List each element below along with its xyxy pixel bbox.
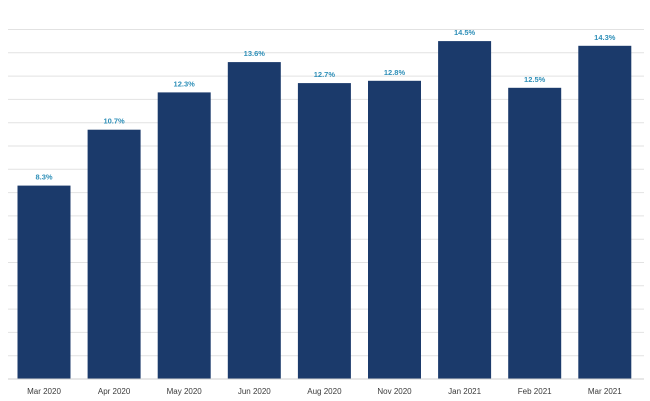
- bar: [508, 87, 562, 380]
- bar: [157, 92, 211, 380]
- x-tick-label: Mar 2021: [588, 387, 622, 396]
- data-label: 14.5%: [454, 28, 476, 37]
- bar: [368, 80, 421, 380]
- x-tick-label: May 2020: [167, 387, 203, 396]
- bar: [578, 45, 632, 380]
- data-label: 13.6%: [244, 49, 266, 58]
- x-tick-label: Apr 2020: [98, 387, 131, 396]
- bar: [297, 83, 351, 379]
- data-label: 12.7%: [314, 70, 336, 79]
- x-tick-label: Feb 2021: [518, 387, 552, 396]
- data-label: 10.7%: [103, 117, 125, 126]
- x-tick-label: Nov 2020: [377, 387, 412, 396]
- data-label: 12.5%: [524, 75, 546, 84]
- data-label: 8.3%: [35, 173, 52, 182]
- bar: [227, 62, 281, 379]
- bars: [17, 41, 632, 380]
- bar: [87, 129, 141, 379]
- data-label: 12.8%: [384, 68, 406, 77]
- bar: [17, 185, 71, 379]
- x-tick-label: Jan 2021: [448, 387, 481, 396]
- x-tick-label: Mar 2020: [27, 387, 61, 396]
- data-labels: 8.3% 10.7% 12.3% 13.6% 12.7% 12.8% 14.5% 12.5% 1…: [35, 28, 615, 182]
- bar: [438, 41, 492, 379]
- x-tick-label: Aug 2020: [307, 387, 342, 396]
- data-label: 14.3%: [594, 33, 616, 42]
- x-tick-labels: Mar 2020 Apr 2020 May 2020 Jun 2020 Aug 2020…: [27, 387, 622, 396]
- data-label: 12.3%: [174, 79, 196, 88]
- x-tick-label: Jun 2020: [238, 387, 271, 396]
